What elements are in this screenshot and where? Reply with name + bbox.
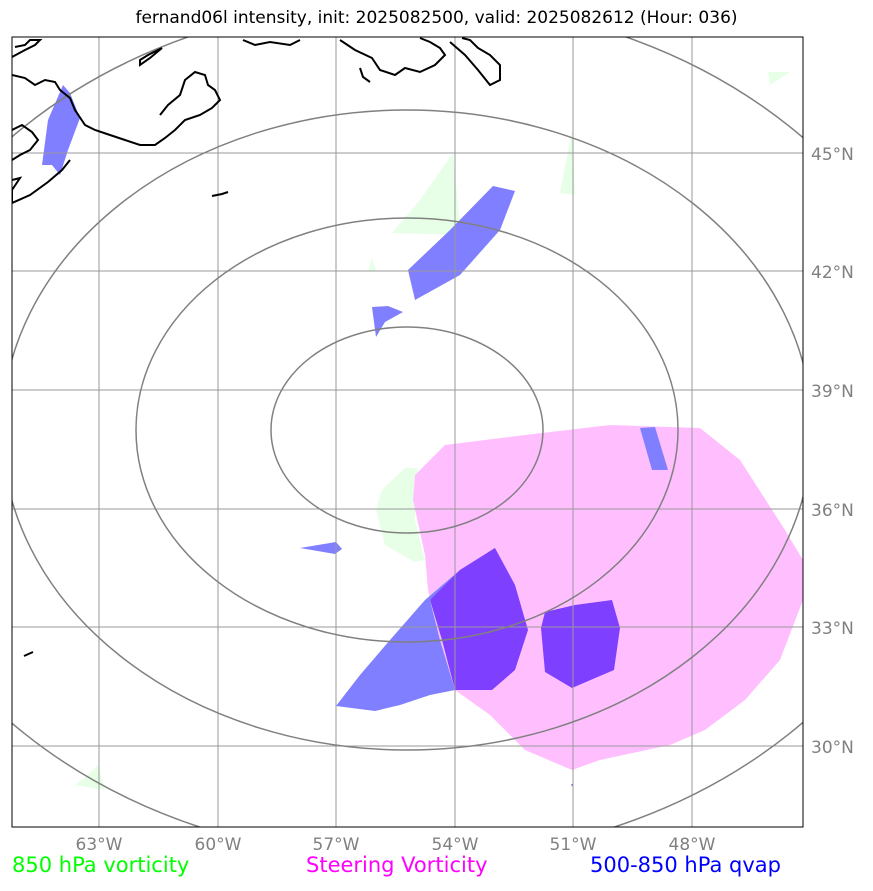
latitude-label: 39°N	[811, 382, 854, 402]
vorticity-850-region	[560, 130, 575, 195]
coastline-segment	[242, 39, 301, 47]
qvap-region	[336, 548, 495, 711]
coastline	[12, 37, 501, 657]
vorticity-850-region	[376, 468, 425, 562]
steering-vorticity-layer	[413, 425, 803, 770]
vorticity-850-layer	[75, 72, 790, 790]
vorticity-850-region	[368, 258, 376, 272]
legend-850-vorticity: 850 hPa vorticity	[12, 853, 190, 877]
coastline-segment	[12, 123, 40, 161]
coastline-segment	[359, 67, 371, 83]
range-ring	[270, 326, 544, 534]
longitude-label: 54°W	[432, 835, 479, 855]
latitude-label: 45°N	[811, 145, 854, 165]
map-frame	[11, 36, 804, 828]
coastline-segment	[23, 651, 34, 657]
coastline-segment	[12, 70, 222, 146]
graticule	[12, 37, 803, 827]
longitude-label: 60°W	[195, 835, 242, 855]
range-ring	[12, 37, 803, 827]
longitude-label: 57°W	[313, 835, 360, 855]
latitude-label: 36°N	[811, 501, 854, 521]
longitude-label: 51°W	[550, 835, 597, 855]
map-title: fernand06l intensity, init: 2025082500, …	[135, 8, 738, 28]
longitude-label: 63°W	[76, 835, 123, 855]
vorticity-850-region	[392, 153, 461, 235]
longitude-label: 48°W	[669, 835, 716, 855]
coastline-segment	[339, 37, 447, 77]
range-ring	[12, 109, 803, 751]
legend-qvap: 500-850 hPa qvap	[590, 853, 781, 877]
qvap-region	[372, 306, 403, 337]
coastline-segment	[12, 159, 71, 205]
latitude-label: 30°N	[811, 738, 854, 758]
coastline-segment	[139, 47, 163, 67]
range-ring	[135, 217, 679, 643]
coastline-segment	[449, 37, 501, 87]
steering-vorticity-region	[413, 425, 803, 770]
qvap-region	[300, 542, 342, 554]
qvap-overlap-region	[541, 600, 620, 688]
latitude-labels: 45°N 42°N 39°N 36°N 33°N 30°N	[811, 145, 854, 758]
coastline-segment	[12, 39, 43, 58]
coastline-segment	[211, 191, 229, 197]
legend-steering-vorticity: Steering Vorticity	[306, 853, 488, 877]
vorticity-850-region	[768, 72, 790, 85]
latitude-label: 42°N	[811, 263, 854, 283]
qvap-region	[640, 427, 668, 470]
qvap-region	[42, 85, 80, 175]
longitude-labels: 63°W 60°W 57°W 54°W 51°W 48°W	[76, 835, 716, 855]
range-rings	[12, 37, 803, 827]
latitude-label: 33°N	[811, 619, 854, 639]
